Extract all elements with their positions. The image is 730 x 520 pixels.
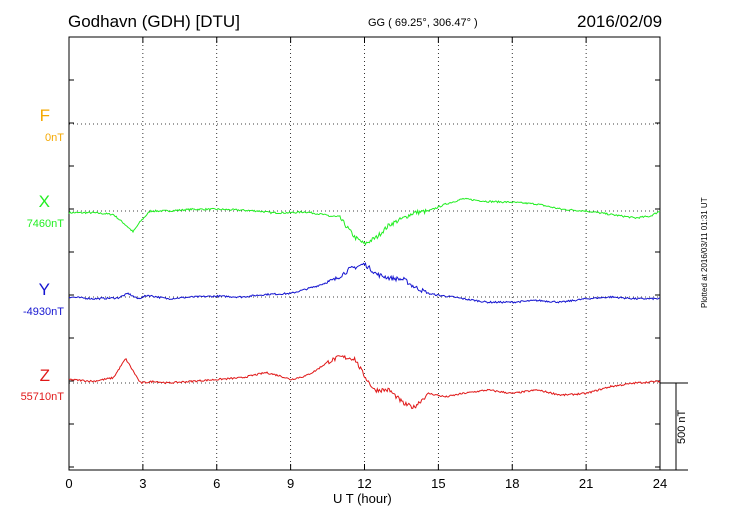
x-tick-label-15: 15 bbox=[431, 476, 445, 491]
x-tick-label-12: 12 bbox=[357, 476, 371, 491]
x-axis-ticks: 0 3 6 9 12 15 18 21 24 bbox=[65, 37, 667, 491]
scale-bar-label: 500 nT bbox=[676, 409, 688, 444]
channel-x-baseline: 7460nT bbox=[26, 218, 64, 230]
trace-X bbox=[68, 197, 661, 246]
channel-x-name: X bbox=[38, 192, 50, 211]
station-title: Godhavn (GDH) [DTU] bbox=[68, 12, 240, 31]
x-tick-label-6: 6 bbox=[213, 476, 220, 491]
grid bbox=[69, 37, 660, 470]
channel-y-name: Y bbox=[38, 280, 50, 299]
x-tick-label-3: 3 bbox=[139, 476, 146, 491]
trace-Y bbox=[68, 261, 661, 304]
x-axis-label: U T (hour) bbox=[333, 491, 392, 506]
trace-Z bbox=[68, 354, 661, 410]
channel-y-baseline: -4930nT bbox=[23, 306, 64, 318]
x-tick-label-24: 24 bbox=[653, 476, 667, 491]
x-tick-label-9: 9 bbox=[287, 476, 294, 491]
coordinates-label: GG ( 69.25°, 306.47° ) bbox=[368, 17, 478, 29]
plotted-timestamp: Plotted at 2016/03/11 01:31 UT bbox=[700, 197, 709, 308]
channel-z-baseline: 55710nT bbox=[20, 391, 64, 403]
date-label: 2016/02/09 bbox=[577, 12, 663, 31]
x-tick-label-18: 18 bbox=[505, 476, 519, 491]
x-tick-label-21: 21 bbox=[579, 476, 593, 491]
channel-f-name: F bbox=[39, 106, 50, 125]
scale-bar bbox=[660, 382, 688, 471]
channel-z-name: Z bbox=[39, 366, 50, 385]
channel-f-baseline: 0nT bbox=[45, 132, 64, 144]
traces bbox=[68, 197, 661, 410]
x-tick-label-0: 0 bbox=[65, 476, 72, 491]
